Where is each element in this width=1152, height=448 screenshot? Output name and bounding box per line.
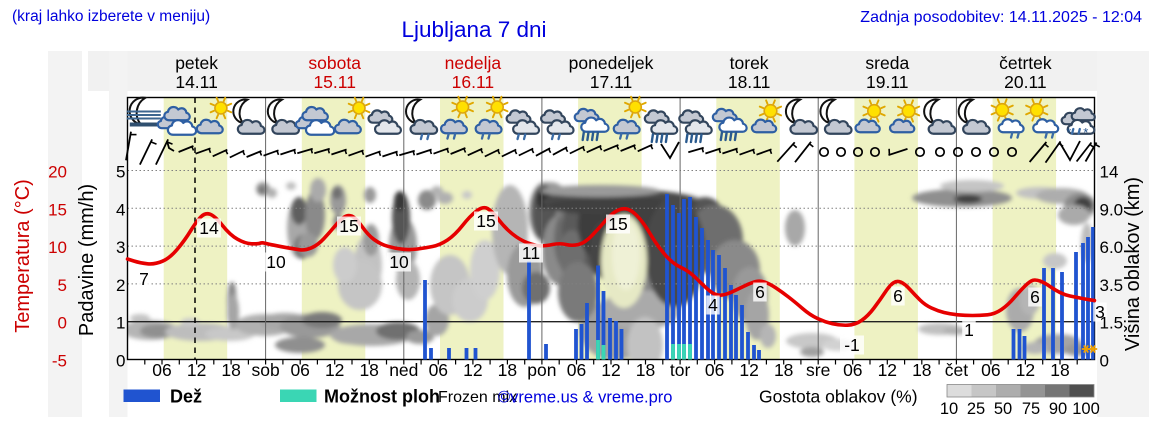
svg-text:12: 12 xyxy=(601,360,620,380)
svg-text:12: 12 xyxy=(1016,360,1035,380)
svg-text:torek: torek xyxy=(730,53,769,73)
svg-text:19.11: 19.11 xyxy=(866,72,909,92)
svg-text:25: 25 xyxy=(967,400,985,418)
svg-text:0: 0 xyxy=(58,314,67,333)
svg-text:18: 18 xyxy=(498,360,517,380)
svg-text:Višina oblakov (km): Višina oblakov (km) xyxy=(1122,177,1144,351)
svg-text:6: 6 xyxy=(755,282,765,302)
svg-text:sreda: sreda xyxy=(865,53,909,73)
svg-text:-5: -5 xyxy=(52,352,67,371)
svg-text:Padavine (mm/h): Padavine (mm/h) xyxy=(76,184,98,336)
svg-text:Temperatura (°C): Temperatura (°C) xyxy=(12,179,34,333)
svg-text:06: 06 xyxy=(567,360,586,380)
svg-text:7: 7 xyxy=(139,269,149,289)
svg-text:Ljubljana 7 dni: Ljubljana 7 dni xyxy=(401,17,546,42)
svg-text:06: 06 xyxy=(152,360,171,380)
svg-text:pon: pon xyxy=(527,360,556,380)
svg-text:3.5: 3.5 xyxy=(1100,276,1124,295)
svg-text:tor: tor xyxy=(670,360,691,380)
svg-text:18: 18 xyxy=(774,360,793,380)
svg-text:0: 0 xyxy=(1100,352,1109,371)
svg-text:2: 2 xyxy=(116,276,125,295)
svg-text:(kraj lahko izberete v meniju): (kraj lahko izberete v meniju) xyxy=(12,8,210,25)
svg-text:6: 6 xyxy=(1030,287,1040,307)
svg-text:4: 4 xyxy=(116,200,125,219)
svg-text:10: 10 xyxy=(48,238,67,257)
svg-text:1.5: 1.5 xyxy=(1100,314,1124,333)
svg-text:06: 06 xyxy=(843,360,862,380)
svg-text:18: 18 xyxy=(636,360,655,380)
svg-text:4: 4 xyxy=(708,295,718,315)
svg-text:12: 12 xyxy=(463,360,482,380)
svg-text:06: 06 xyxy=(429,360,448,380)
svg-text:*: * xyxy=(1066,125,1071,140)
svg-text:90: 90 xyxy=(1049,400,1067,418)
svg-text:6.0: 6.0 xyxy=(1100,238,1124,257)
svg-text:Možnost ploh: Možnost ploh xyxy=(324,387,440,407)
svg-text:ned: ned xyxy=(389,360,418,380)
svg-text:14: 14 xyxy=(1100,163,1119,182)
svg-text:10: 10 xyxy=(389,252,409,272)
svg-text:15.11: 15.11 xyxy=(313,72,356,92)
svg-text:20.11: 20.11 xyxy=(1004,72,1047,92)
svg-text:20: 20 xyxy=(48,163,67,182)
svg-text:6: 6 xyxy=(893,286,903,306)
svg-text:0: 0 xyxy=(116,352,125,371)
svg-text:17.11: 17.11 xyxy=(590,72,633,92)
svg-text:12: 12 xyxy=(325,360,344,380)
svg-text:16.11: 16.11 xyxy=(452,72,495,92)
svg-text:15: 15 xyxy=(476,211,495,231)
svg-text:5: 5 xyxy=(58,276,67,295)
svg-text:12: 12 xyxy=(187,360,206,380)
svg-text:1: 1 xyxy=(116,314,125,333)
svg-text:15: 15 xyxy=(48,200,67,219)
svg-text:12: 12 xyxy=(739,360,758,380)
svg-text:10: 10 xyxy=(940,400,958,418)
svg-text:15: 15 xyxy=(608,214,627,234)
svg-text:06: 06 xyxy=(290,360,309,380)
svg-text:petek: petek xyxy=(175,53,218,73)
svg-text:Gostota oblakov (%): Gostota oblakov (%) xyxy=(759,387,918,407)
svg-text:50: 50 xyxy=(994,400,1012,418)
svg-text:100: 100 xyxy=(1072,400,1100,418)
svg-text:14: 14 xyxy=(199,218,219,238)
svg-text:18: 18 xyxy=(221,360,240,380)
svg-text:06: 06 xyxy=(705,360,724,380)
svg-text:©vreme.us & vreme.pro: ©vreme.us & vreme.pro xyxy=(498,389,672,407)
svg-text:sobota: sobota xyxy=(308,53,361,73)
svg-text:10: 10 xyxy=(266,252,286,272)
svg-text:14.11: 14.11 xyxy=(175,72,218,92)
svg-text:ponedeljek: ponedeljek xyxy=(569,53,654,73)
svg-text:18: 18 xyxy=(359,360,378,380)
svg-text:sob: sob xyxy=(251,360,279,380)
svg-text:18: 18 xyxy=(1050,360,1069,380)
svg-text:*: * xyxy=(1083,125,1088,140)
svg-text:18: 18 xyxy=(912,360,931,380)
svg-text:12: 12 xyxy=(878,360,897,380)
svg-text:četrtek: četrtek xyxy=(999,53,1052,73)
svg-text:06: 06 xyxy=(981,360,1000,380)
svg-text:nedelja: nedelja xyxy=(445,53,502,73)
svg-text:11: 11 xyxy=(522,243,540,263)
svg-text:75: 75 xyxy=(1022,400,1040,418)
svg-text:15: 15 xyxy=(339,216,358,236)
svg-text:3: 3 xyxy=(116,238,125,257)
svg-text:Zadnja posodobitev: 14.11.2025: Zadnja posodobitev: 14.11.2025 - 12:04 xyxy=(860,9,1142,26)
svg-text:čet: čet xyxy=(945,360,968,380)
svg-text:Dež: Dež xyxy=(170,387,202,407)
svg-text:1: 1 xyxy=(964,320,974,340)
svg-text:-1: -1 xyxy=(844,335,860,355)
svg-text:sre: sre xyxy=(806,360,830,380)
svg-text:9.0: 9.0 xyxy=(1100,200,1124,219)
svg-text:5: 5 xyxy=(116,163,125,182)
svg-text:18.11: 18.11 xyxy=(728,72,771,92)
